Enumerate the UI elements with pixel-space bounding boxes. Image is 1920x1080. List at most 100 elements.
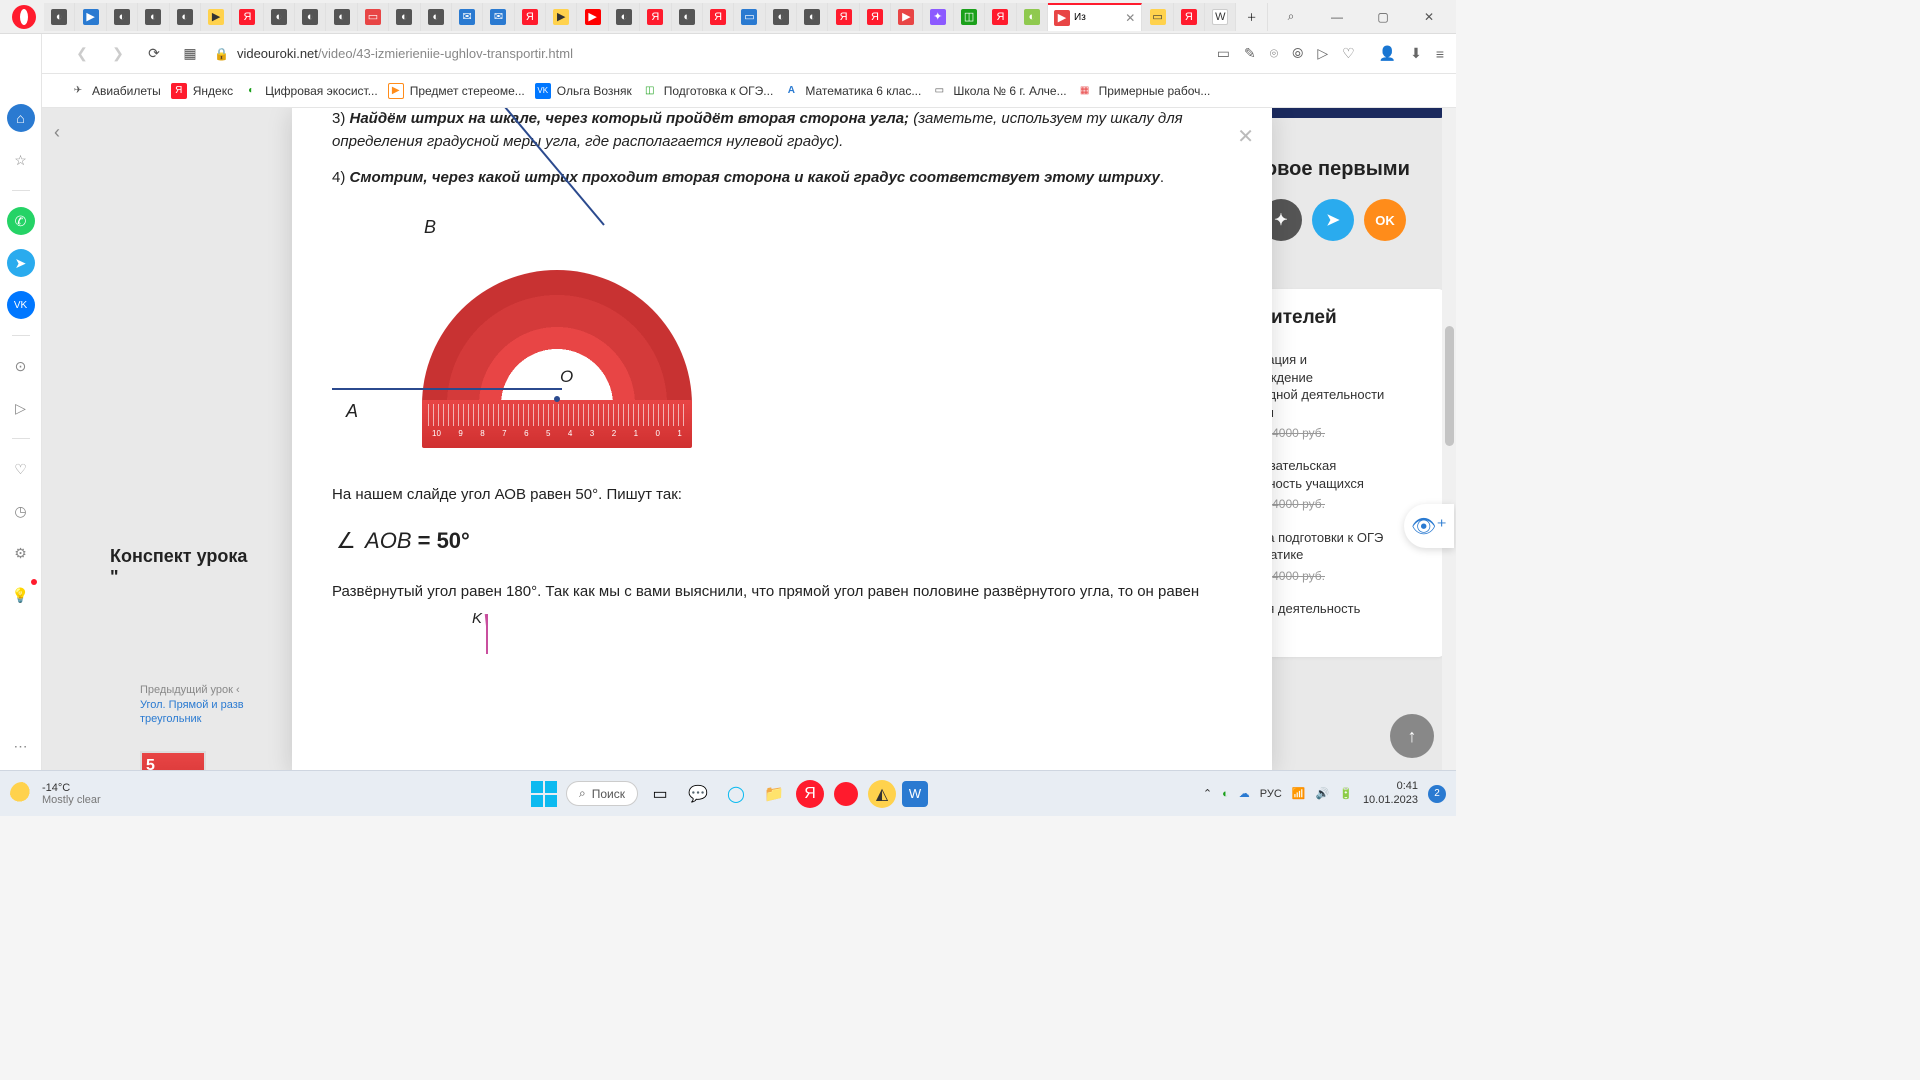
tab[interactable]: Я bbox=[828, 3, 859, 31]
tab[interactable]: ◐ bbox=[797, 3, 828, 31]
settings-icon[interactable]: ⚙ bbox=[7, 539, 35, 567]
modal-close-button[interactable]: ✕ bbox=[1237, 124, 1254, 149]
star-icon[interactable]: ☆ bbox=[7, 146, 35, 174]
close-button[interactable]: ✕ bbox=[1406, 0, 1452, 34]
yandex-icon[interactable]: Я bbox=[796, 780, 824, 808]
language-indicator[interactable]: РУС bbox=[1260, 788, 1282, 800]
url-input[interactable]: 🔒 videouroki.net/video/43-izmierieniie-u… bbox=[214, 46, 1205, 61]
tab[interactable]: ▭ bbox=[1142, 3, 1173, 31]
tab[interactable]: ◫ bbox=[954, 3, 985, 31]
new-tab-button[interactable]: ＋ bbox=[1236, 3, 1267, 31]
wifi-icon[interactable]: 📶 bbox=[1292, 787, 1306, 800]
reader-icon[interactable]: ▭ bbox=[1217, 45, 1230, 62]
more-icon[interactable]: ⋯ bbox=[7, 732, 35, 760]
tab[interactable]: ◐ bbox=[138, 3, 169, 31]
home-icon[interactable]: ⌂ bbox=[7, 104, 35, 132]
accessibility-fab[interactable]: 👁⁺ bbox=[1404, 504, 1454, 548]
maximize-button[interactable]: ▢ bbox=[1360, 0, 1406, 34]
scroll-top-button[interactable]: ↑ bbox=[1390, 714, 1434, 758]
prev-lesson-link[interactable]: ‹ Предыдущий урок ‹ Угол. Прямой и разв … bbox=[140, 684, 260, 727]
opera-taskbar-icon[interactable] bbox=[830, 778, 862, 810]
pinboard-icon[interactable]: ♡ bbox=[7, 455, 35, 483]
tab[interactable]: ◐ bbox=[295, 3, 326, 31]
heart-icon[interactable]: ♡ bbox=[1342, 45, 1355, 62]
tab[interactable]: ▶ bbox=[577, 3, 608, 31]
easy-setup-icon[interactable]: ≡ bbox=[1436, 46, 1444, 62]
tab[interactable]: ✦ bbox=[923, 3, 954, 31]
chevron-up-icon[interactable]: ⌃ bbox=[1203, 787, 1212, 800]
vk-icon[interactable]: VK bbox=[7, 291, 35, 319]
edit-icon[interactable]: ✎ bbox=[1244, 45, 1256, 62]
back-button[interactable]: ❮ bbox=[70, 42, 94, 66]
tab[interactable]: ◐ bbox=[107, 3, 138, 31]
tabs-search-icon[interactable]: ⌕ bbox=[1268, 0, 1314, 34]
bookmark-item[interactable]: ▭Школа № 6 г. Алче... bbox=[931, 83, 1066, 99]
chat-icon[interactable]: 💬 bbox=[682, 778, 714, 810]
tab[interactable]: ◐ bbox=[1017, 3, 1048, 31]
snapshot-icon[interactable]: ⌾ bbox=[1270, 45, 1278, 62]
prev-lesson-title[interactable]: Угол. Прямой и разв треугольник bbox=[140, 698, 260, 727]
weather-widget[interactable]: -14°CMostly clear bbox=[10, 782, 101, 806]
send-icon[interactable]: ▷ bbox=[1317, 45, 1328, 62]
news-icon[interactable]: 💡 bbox=[7, 581, 35, 609]
edge-icon[interactable]: ◯ bbox=[720, 778, 752, 810]
tab[interactable]: ▶ bbox=[75, 3, 106, 31]
tab[interactable]: W bbox=[1205, 3, 1236, 31]
notifications-icon[interactable]: 2 bbox=[1428, 785, 1446, 803]
tab[interactable]: Я bbox=[640, 3, 671, 31]
bookmark-item[interactable]: ▦Примерные рабоч... bbox=[1077, 83, 1211, 99]
tab[interactable]: ◐ bbox=[44, 3, 75, 31]
scrollbar-thumb[interactable] bbox=[1445, 326, 1454, 446]
forward-button[interactable]: ❯ bbox=[106, 42, 130, 66]
bookmark-item[interactable]: ЯЯндекс bbox=[171, 83, 233, 99]
tray-icon[interactable]: ◐ bbox=[1222, 788, 1229, 800]
start-button[interactable] bbox=[528, 778, 560, 810]
clock[interactable]: 0:4110.01.2023 bbox=[1363, 780, 1418, 806]
tab[interactable]: Я bbox=[515, 3, 546, 31]
play-icon[interactable]: ▷ bbox=[7, 394, 35, 422]
bookmark-item[interactable]: ✈Авиабилеты bbox=[70, 83, 161, 99]
social-ok-icon[interactable]: OK bbox=[1364, 199, 1406, 241]
speed-dial-icon[interactable]: ▦ bbox=[178, 42, 202, 66]
minimize-button[interactable]: — bbox=[1314, 0, 1360, 34]
tab[interactable]: Я bbox=[1174, 3, 1205, 31]
tab[interactable]: ✉ bbox=[483, 3, 514, 31]
explorer-icon[interactable]: 📁 bbox=[758, 778, 790, 810]
opera-logo[interactable] bbox=[12, 5, 36, 29]
shield-icon[interactable]: ⦾ bbox=[1292, 45, 1303, 62]
tab[interactable]: ◐ bbox=[421, 3, 452, 31]
player-icon[interactable]: ⊙ bbox=[7, 352, 35, 380]
tab[interactable]: ▶ bbox=[201, 3, 232, 31]
vertical-scrollbar[interactable] bbox=[1442, 108, 1456, 770]
tab[interactable]: ▶ bbox=[546, 3, 577, 31]
onedrive-icon[interactable]: ☁ bbox=[1239, 787, 1250, 800]
history-icon[interactable]: ◷ bbox=[7, 497, 35, 525]
profile-icon[interactable]: 👤 bbox=[1379, 45, 1396, 62]
tab[interactable]: ◐ bbox=[264, 3, 295, 31]
whatsapp-icon[interactable]: ✆ bbox=[7, 207, 35, 235]
tab[interactable]: Я bbox=[703, 3, 734, 31]
tab[interactable]: ◐ bbox=[389, 3, 420, 31]
task-view-icon[interactable]: ▭ bbox=[644, 778, 676, 810]
tab[interactable]: ◐ bbox=[170, 3, 201, 31]
tab[interactable]: ✉ bbox=[452, 3, 483, 31]
taskbar-search[interactable]: ⌕Поиск bbox=[566, 781, 638, 806]
volume-icon[interactable]: 🔊 bbox=[1316, 787, 1330, 800]
tab[interactable]: ◐ bbox=[672, 3, 703, 31]
book-thumbnail[interactable] bbox=[140, 751, 206, 770]
tab[interactable]: ◐ bbox=[326, 3, 357, 31]
bookmark-item[interactable]: ◐Цифровая экосист... bbox=[243, 83, 378, 99]
tab[interactable]: Я bbox=[232, 3, 263, 31]
downloads-icon[interactable]: ⬇ bbox=[1410, 45, 1422, 62]
bookmark-item[interactable]: ▶Предмет стереоме... bbox=[388, 83, 525, 99]
tab[interactable]: ▭ bbox=[358, 3, 389, 31]
bookmark-item[interactable]: VKОльга Возняк bbox=[535, 83, 632, 99]
bookmark-item[interactable]: ◫Подготовка к ОГЭ... bbox=[642, 83, 774, 99]
reload-button[interactable]: ⟳ bbox=[142, 42, 166, 66]
bookmark-item[interactable]: AМатематика 6 клас... bbox=[783, 83, 921, 99]
app-icon[interactable]: ◭ bbox=[868, 780, 896, 808]
telegram-icon[interactable]: ➤ bbox=[7, 249, 35, 277]
word-icon[interactable]: W bbox=[902, 781, 928, 807]
tab[interactable]: ◐ bbox=[609, 3, 640, 31]
tab[interactable]: ▶ bbox=[891, 3, 922, 31]
